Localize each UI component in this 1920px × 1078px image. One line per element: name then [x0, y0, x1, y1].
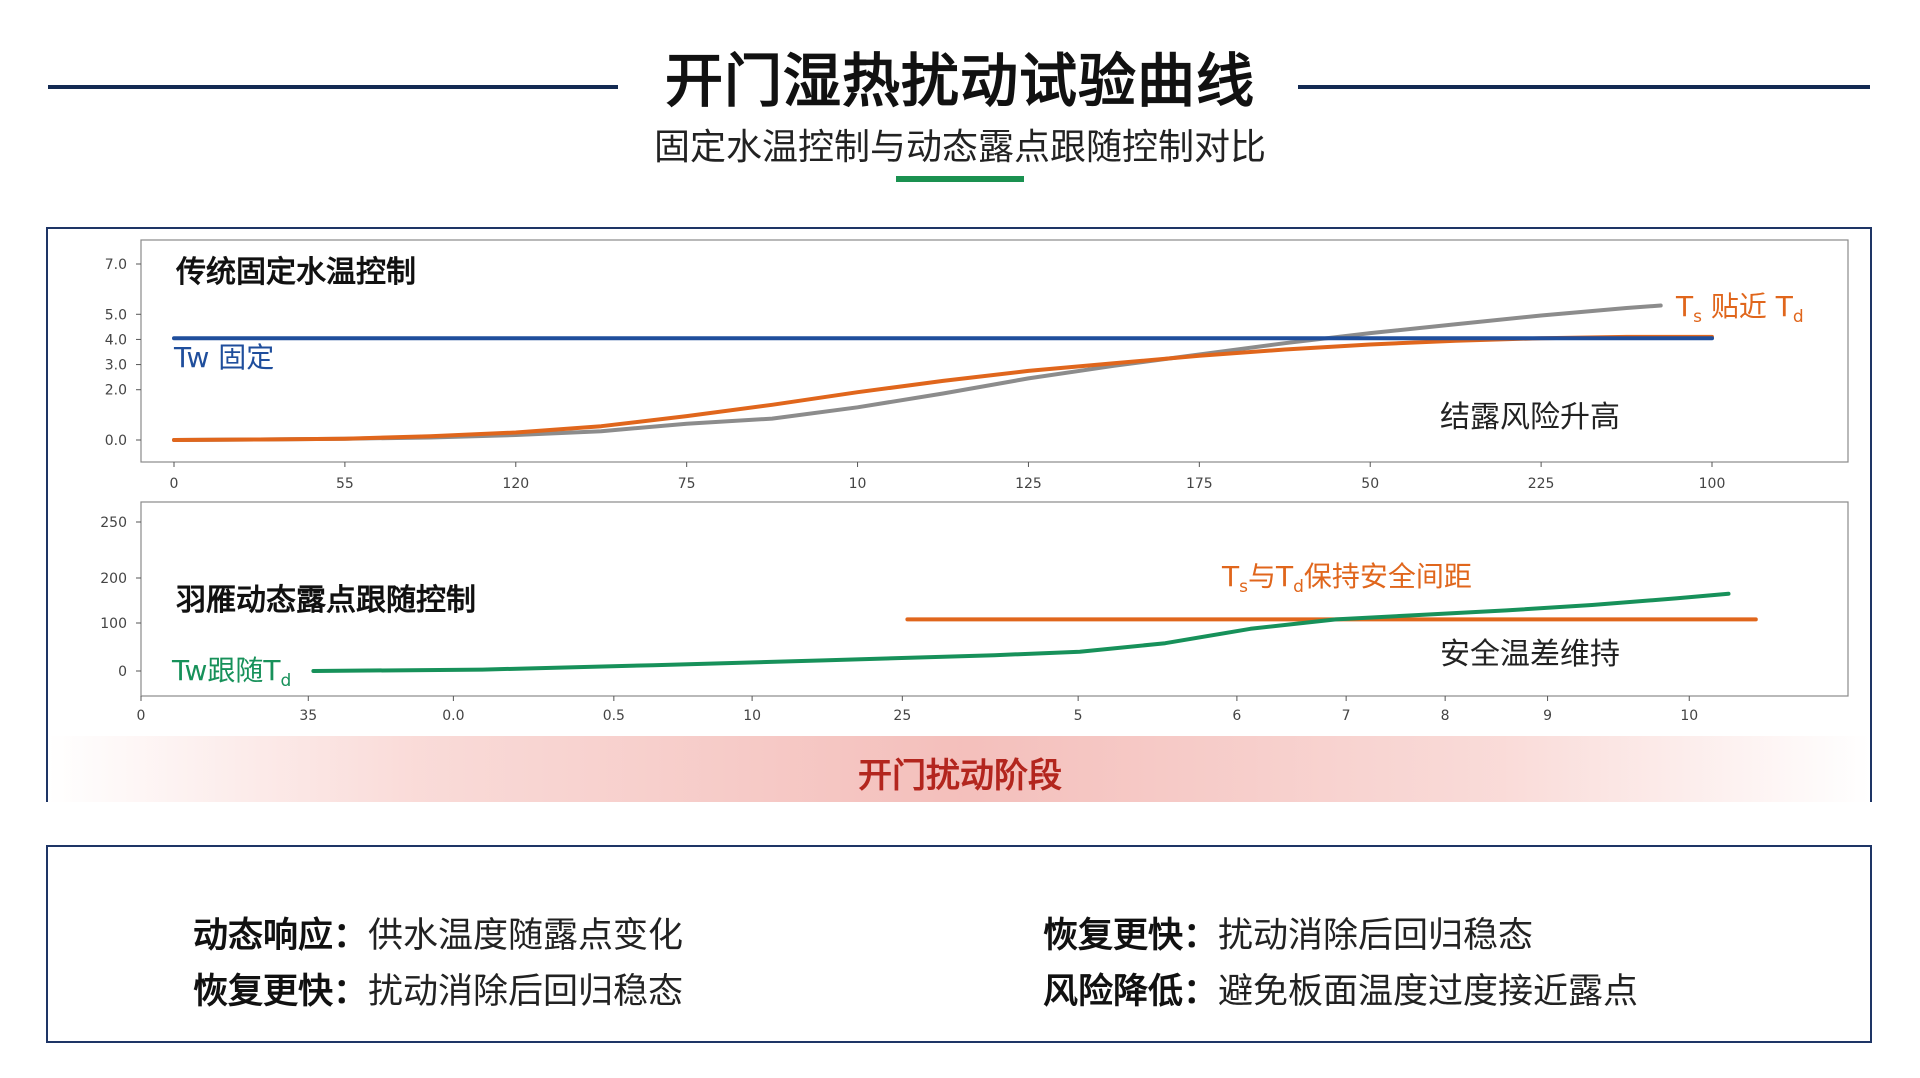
chart2-xtick-label: 10: [1680, 708, 1698, 724]
chart1-xtick-label: 55: [336, 476, 354, 492]
chart2-xtick-label: 35: [299, 708, 317, 724]
chart2-safe-label: 安全温差维持: [1440, 637, 1620, 672]
summary-key: 风险降低：: [1043, 972, 1219, 1012]
chart1-xtick-label: 120: [502, 476, 529, 492]
chart1-risk-label: 结露风险升高: [1440, 400, 1620, 435]
summary-item-faster-recovery: 恢复更快：扰动消除后回归稳态: [193, 963, 683, 1014]
chart1-ts-label: Ts 贴近 Td: [1675, 290, 1804, 327]
summary-item-lower-risk: 风险降低：避免板面温度过度接近露点: [1043, 963, 1638, 1014]
chart2-series-tw-green: [311, 591, 1731, 673]
chart2-xtick-label: 0.5: [603, 708, 625, 724]
chart1-xtick-label: 10: [849, 476, 867, 492]
chart1-ytick-label: 4.0: [105, 332, 127, 348]
page-title: 开门湿热扰动试验曲线: [664, 47, 1255, 115]
chart2-title: 羽雁动态露点跟随控制: [176, 583, 476, 618]
chart1-ytick-label: 2.0: [105, 383, 127, 399]
chart1-xtick-label: 0: [170, 476, 179, 492]
chart2-xtick-label: 0: [137, 708, 146, 724]
chart1-series-ts-orange: [172, 334, 1714, 442]
chart1-frame: [140, 239, 1849, 463]
title-rule-right: [1298, 85, 1870, 89]
chart2-xtick-label: 9: [1543, 708, 1552, 724]
chart1-xtick-label: 50: [1361, 476, 1379, 492]
summary-item-faster-recovery-2: 恢复更快：扰动消除后回归稳态: [1043, 907, 1533, 958]
phase-label: 开门扰动阶段: [858, 756, 1062, 796]
chart1-tw-label: Tw 固定: [173, 341, 274, 374]
chart1-ytick-label: 3.0: [105, 358, 127, 374]
summary-key: 恢复更快：: [193, 972, 369, 1012]
chart2-xtick-label: 7: [1342, 708, 1351, 724]
chart2-frame: [140, 501, 1849, 697]
summary-item-dynamic-response: 动态响应：供水温度随露点变化: [193, 907, 683, 958]
chart2-ts-label: Ts与Td保持安全间距: [1221, 560, 1472, 597]
chart1-ytick-label: 7.0: [105, 257, 127, 273]
summary-key: 恢复更快：: [1043, 916, 1219, 956]
chart1-xtick-label: 225: [1528, 476, 1555, 492]
summary-value: 扰动消除后回归稳态: [1218, 916, 1534, 956]
summary-box: 动态响应：供水温度随露点变化 恢复更快：扰动消除后回归稳态 恢复更快：扰动消除后…: [46, 845, 1872, 1043]
chart1-xtick-label: 175: [1186, 476, 1213, 492]
summary-value: 扰动消除后回归稳态: [368, 972, 684, 1012]
chart2-xtick-label: 8: [1441, 708, 1450, 724]
chart2-ytick-label: 100: [100, 616, 127, 632]
title-rule-left: [48, 85, 618, 89]
chart2-xtick-label: 6: [1232, 708, 1241, 724]
chart1-title: 传统固定水温控制: [175, 255, 416, 290]
chart2-xtick-label: 0.0: [442, 708, 464, 724]
chart1-xtick-label: 125: [1015, 476, 1042, 492]
summary-value: 供水温度随露点变化: [368, 916, 684, 956]
chart2-xtick-label: 10: [743, 708, 761, 724]
page-subtitle: 固定水温控制与动态露点跟随控制对比: [653, 127, 1266, 168]
title-accent-bar: [896, 176, 1024, 182]
chart1-xtick-label: 100: [1699, 476, 1726, 492]
chart1-ytick-label: 0.0: [105, 433, 127, 449]
summary-value: 避免板面温度过度接近露点: [1218, 972, 1639, 1012]
chart2-ytick-label: 0: [118, 664, 127, 680]
chart2-xtick-label: 5: [1074, 708, 1083, 724]
chart1-xtick-label: 75: [678, 476, 696, 492]
chart2-xtick-label: 25: [893, 708, 911, 724]
chart2-tw-label: Tw跟随Td: [171, 654, 291, 691]
chart-svg: 7.05.04.03.02.00.00 55 120 75 10 125 175 50 225 1…: [100, 239, 1849, 724]
chart2-ytick-label: 250: [100, 515, 127, 531]
chart1-ytick-label: 5.0: [105, 307, 127, 323]
chart2-ytick-label: 200: [100, 571, 127, 587]
phase-band: [48, 736, 1870, 802]
summary-key: 动态响应：: [193, 916, 369, 956]
